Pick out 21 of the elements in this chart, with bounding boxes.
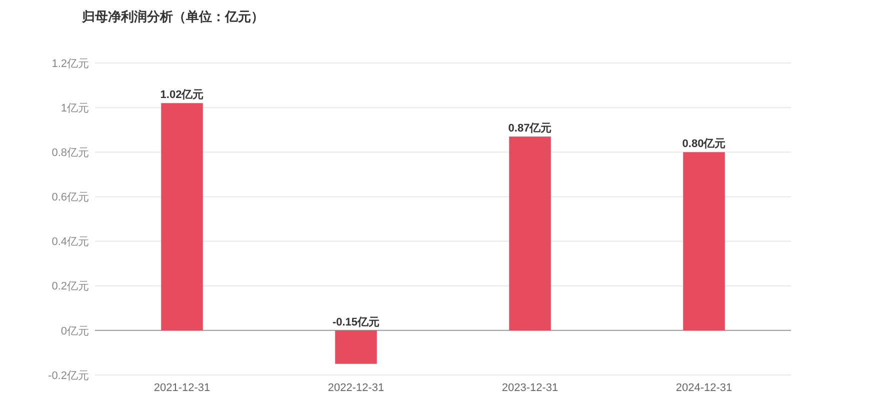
x-tick-label: 2021-12-31 — [154, 382, 210, 394]
y-tick-label: 0.4亿元 — [52, 236, 89, 248]
data-label: 0.80亿元 — [682, 138, 726, 150]
y-tick-label: 0亿元 — [60, 325, 89, 338]
data-label: 0.87亿元 — [508, 122, 552, 135]
bar — [509, 136, 551, 330]
y-tick-label: 0.8亿元 — [52, 146, 89, 159]
bar — [161, 103, 203, 330]
chart-title: 归母净利润分析（单位：亿元） — [81, 9, 264, 24]
y-tick-label: 0.6亿元 — [52, 192, 89, 204]
bar — [335, 330, 377, 364]
x-tick-label: 2024-12-31 — [676, 382, 732, 394]
y-tick-label: -0.2亿元 — [48, 370, 89, 382]
y-tick-label: 0.2亿元 — [52, 280, 89, 293]
y-tick-label: 1亿元 — [60, 102, 89, 114]
data-label: -0.15亿元 — [332, 316, 380, 328]
bar — [683, 152, 725, 330]
x-tick-label: 2022-12-31 — [328, 382, 384, 394]
y-tick-label: 1.2亿元 — [52, 58, 89, 70]
data-label: 1.02亿元 — [160, 89, 204, 102]
x-tick-label: 2023-12-31 — [502, 382, 558, 394]
